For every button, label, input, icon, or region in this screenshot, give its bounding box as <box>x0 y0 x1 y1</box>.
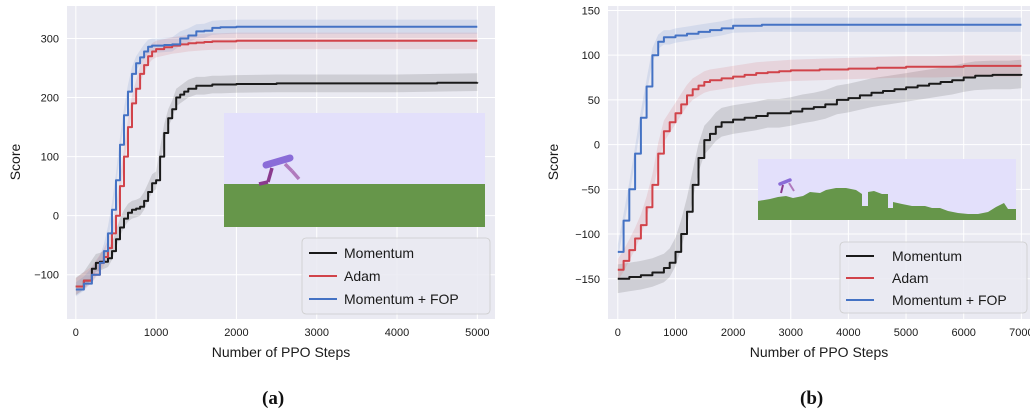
x-tick-label: 2000 <box>224 327 248 339</box>
y-tick-label: 150 <box>582 5 600 17</box>
xlabel-a: Number of PPO Steps <box>212 344 351 360</box>
series-band <box>75 73 478 296</box>
ticks-b: 01000200030004000500060007000−150−100−50… <box>575 5 1030 339</box>
y-tick-label: 0 <box>594 140 600 152</box>
legend-a-box <box>301 237 491 315</box>
x-tick-label: 1000 <box>663 327 687 339</box>
series-line <box>75 81 479 288</box>
series-band <box>617 59 1022 294</box>
chart-a: 0 1000 2000 3000 4000 5000 −100 0 100 200 300 Mome… <box>7 6 495 360</box>
x-tick-label: 4000 <box>385 327 409 339</box>
caption-b: (b) <box>800 388 824 409</box>
series-line <box>75 39 478 288</box>
y-tick-label: 300 <box>41 33 59 45</box>
x-tick-label: 1000 <box>144 327 168 339</box>
x-tick-label: 5000 <box>465 327 489 339</box>
caption-a: (a) <box>262 388 285 409</box>
ylabel-a: Score <box>7 144 23 181</box>
inset-b-terrain <box>758 188 1016 220</box>
x-tick-label: 0 <box>615 327 621 339</box>
inset-a <box>224 113 485 227</box>
y-tick-label: −100 <box>575 229 600 241</box>
y-tick-label: 100 <box>582 50 600 62</box>
y-tick-label: −50 <box>581 184 600 196</box>
legend-b-label-adam: Adam <box>892 270 929 286</box>
x-tick-label: 3000 <box>304 327 328 339</box>
legend-b-label-momentum: Momentum <box>892 248 962 264</box>
y-tick-label: 100 <box>41 152 59 164</box>
x-tick-label: 7000 <box>1009 327 1030 339</box>
walker-b <box>778 178 795 194</box>
chart-b: 01000200030004000500060007000−150−100−50… <box>545 5 1030 360</box>
bands-a <box>75 19 478 297</box>
legend-a: Momentum Adam Momentum + FOP <box>301 237 491 315</box>
legend-a-label-adam: Adam <box>344 268 381 284</box>
series-line <box>617 73 1023 280</box>
y-tick-label: 0 <box>53 211 59 223</box>
inset-b <box>758 159 1016 220</box>
inset-a-sky <box>224 113 485 184</box>
x-tick-label: 0 <box>73 327 79 339</box>
lines-b <box>617 23 1023 280</box>
y-tick-label: 200 <box>41 93 59 105</box>
y-tick-label: 50 <box>588 95 600 107</box>
legend-a-label-fop: Momentum + FOP <box>344 291 459 307</box>
walker-a <box>258 154 301 186</box>
legend-b: Momentum Adam Momentum + FOP <box>839 241 1028 314</box>
x-tick-label: 2000 <box>721 327 745 339</box>
y-tick-label: −100 <box>34 270 59 282</box>
series-line <box>75 25 478 291</box>
series-line <box>617 64 1022 271</box>
legend-b-box <box>839 241 1028 314</box>
x-tick-label: 6000 <box>951 327 975 339</box>
xlabel-b: Number of PPO Steps <box>750 344 889 360</box>
x-tick-label: 5000 <box>894 327 918 339</box>
x-tick-label: 4000 <box>836 327 860 339</box>
legend-a-label-momentum: Momentum <box>344 245 414 261</box>
ticks-a: 0 1000 2000 3000 4000 5000 −100 0 100 200 300 <box>34 33 489 339</box>
inset-a-ground <box>224 184 485 227</box>
y-tick-label: −150 <box>575 274 600 286</box>
series-line <box>617 23 1022 253</box>
x-tick-label: 3000 <box>779 327 803 339</box>
legend-b-label-fop: Momentum + FOP <box>892 292 1007 308</box>
ylabel-b: Score <box>545 144 561 181</box>
lines-a <box>75 25 479 291</box>
